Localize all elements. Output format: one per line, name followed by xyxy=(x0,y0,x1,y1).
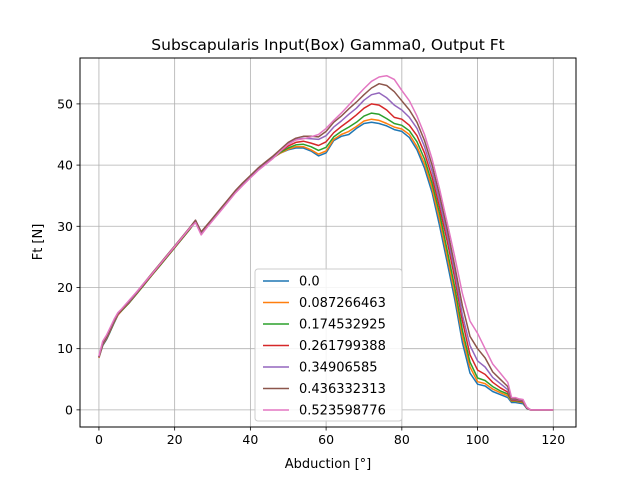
y-tick-label: 10 xyxy=(57,341,73,356)
y-axis-ticks: 0 10 20 30 40 50 xyxy=(57,96,80,417)
y-tick-label: 20 xyxy=(57,280,73,295)
series-lines xyxy=(98,74,554,411)
x-tick-label: 0 xyxy=(95,432,103,447)
series-line xyxy=(98,74,554,411)
y-tick-label: 40 xyxy=(57,158,73,173)
x-tick-label: 100 xyxy=(466,432,490,447)
legend-label: 0.523598776 xyxy=(299,404,386,419)
gridlines xyxy=(80,58,576,427)
legend-label: 0.34906585 xyxy=(299,361,378,376)
legend-label: 0.436332313 xyxy=(299,382,386,397)
plot-frame xyxy=(79,57,577,428)
chart-title: Subscapularis Input(Box) Gamma0, Output … xyxy=(151,36,504,54)
y-tick-label: 0 xyxy=(65,402,73,417)
legend-label: 0.087266463 xyxy=(299,296,386,311)
y-tick-label: 30 xyxy=(57,219,73,234)
x-axis-ticks: 0 20 40 60 80 100 120 xyxy=(95,427,565,447)
legend-label: 0.261799388 xyxy=(299,339,386,354)
x-axis-label: Abduction [°] xyxy=(285,457,371,472)
legend-label: 0.0 xyxy=(299,275,320,290)
x-tick-label: 40 xyxy=(242,432,258,447)
legend-label: 0.174532925 xyxy=(299,318,386,333)
y-axis-label: Ft [N] xyxy=(31,224,46,261)
legend: 0.0 0.087266463 0.174532925 0.261799388 0.34… xyxy=(254,268,403,422)
y-tick-label: 50 xyxy=(57,96,73,111)
x-tick-label: 20 xyxy=(167,432,183,447)
x-tick-label: 80 xyxy=(394,432,410,447)
x-tick-label: 60 xyxy=(318,432,334,447)
x-tick-label: 120 xyxy=(541,432,565,447)
legend-box xyxy=(254,268,403,422)
